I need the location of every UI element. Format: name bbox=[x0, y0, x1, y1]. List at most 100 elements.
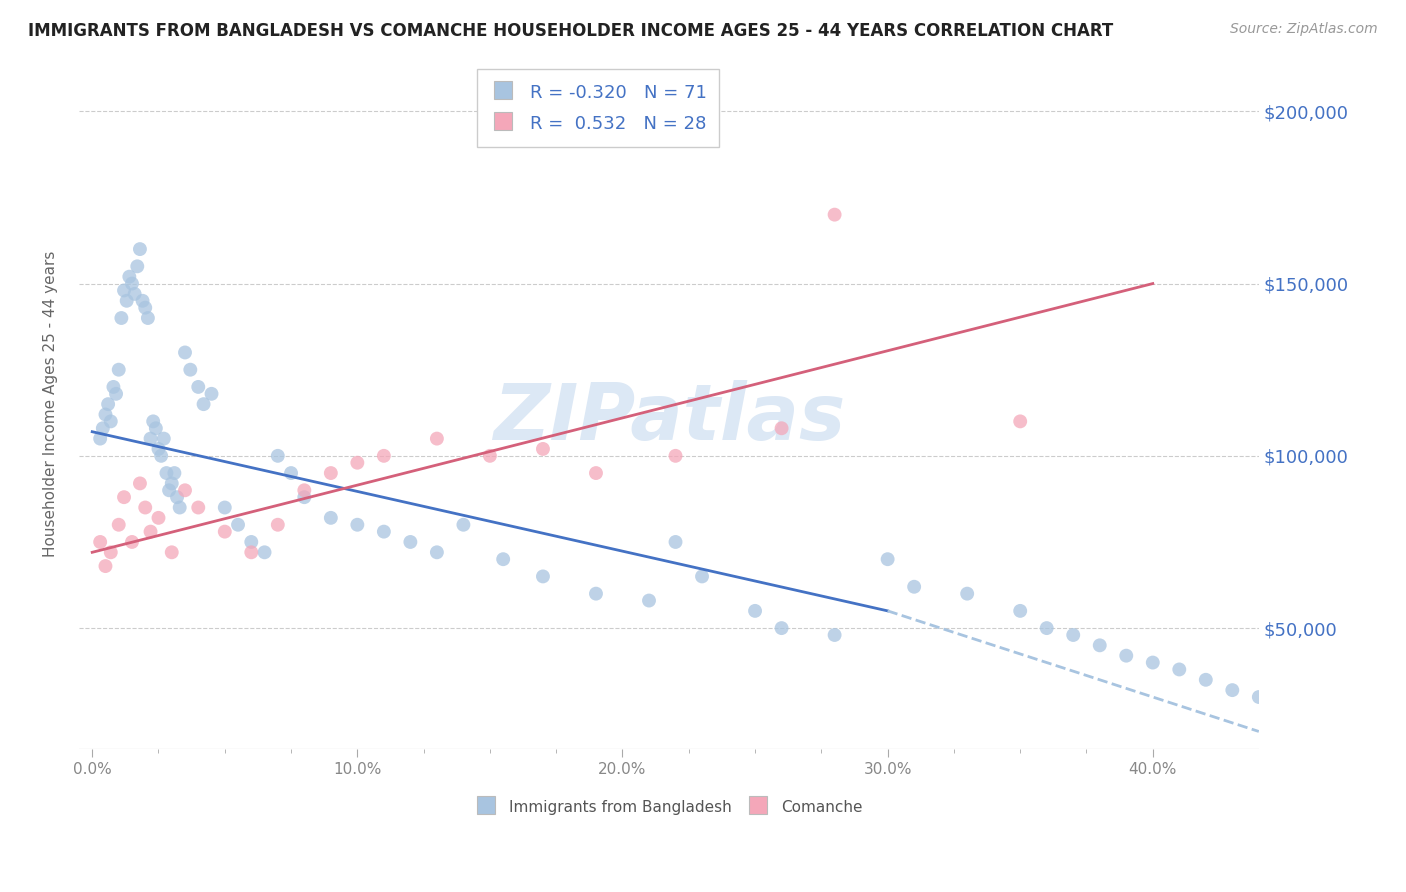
Point bbox=[107, 517, 129, 532]
Point bbox=[148, 442, 170, 456]
Point bbox=[142, 414, 165, 428]
Point bbox=[770, 621, 793, 635]
Point bbox=[903, 580, 925, 594]
Point bbox=[373, 524, 395, 539]
Point bbox=[139, 524, 162, 539]
Point bbox=[664, 449, 686, 463]
Y-axis label: Householder Income Ages 25 - 44 years: Householder Income Ages 25 - 44 years bbox=[44, 251, 58, 558]
Legend: Immigrants from Bangladesh, Comanche: Immigrants from Bangladesh, Comanche bbox=[468, 789, 870, 823]
Point bbox=[145, 421, 167, 435]
Point bbox=[346, 517, 368, 532]
Point bbox=[118, 269, 141, 284]
Point bbox=[1035, 621, 1057, 635]
Point bbox=[115, 293, 138, 308]
Point bbox=[1010, 414, 1032, 428]
Point bbox=[478, 449, 501, 463]
Point bbox=[280, 466, 302, 480]
Point bbox=[121, 277, 143, 291]
Point bbox=[193, 397, 215, 411]
Point bbox=[319, 466, 342, 480]
Point bbox=[292, 483, 315, 498]
Point bbox=[214, 524, 236, 539]
Point bbox=[214, 500, 236, 515]
Point bbox=[240, 535, 263, 549]
Point bbox=[638, 593, 661, 607]
Point bbox=[91, 421, 114, 435]
Point bbox=[1168, 663, 1191, 677]
Point bbox=[127, 260, 149, 274]
Point bbox=[200, 386, 222, 401]
Point bbox=[426, 545, 449, 559]
Point bbox=[1010, 604, 1032, 618]
Point bbox=[110, 311, 132, 326]
Point bbox=[169, 500, 191, 515]
Point bbox=[664, 535, 686, 549]
Point bbox=[1115, 648, 1137, 663]
Point bbox=[426, 432, 449, 446]
Point bbox=[453, 517, 475, 532]
Point bbox=[179, 362, 201, 376]
Point bbox=[1062, 628, 1084, 642]
Point bbox=[531, 442, 554, 456]
Text: IMMIGRANTS FROM BANGLADESH VS COMANCHE HOUSEHOLDER INCOME AGES 25 - 44 YEARS COR: IMMIGRANTS FROM BANGLADESH VS COMANCHE H… bbox=[28, 22, 1114, 40]
Point bbox=[1195, 673, 1218, 687]
Point bbox=[160, 545, 183, 559]
Point bbox=[152, 432, 174, 446]
Text: ZIPatlas: ZIPatlas bbox=[492, 380, 845, 456]
Point bbox=[97, 397, 120, 411]
Point bbox=[824, 208, 846, 222]
Point bbox=[105, 386, 128, 401]
Point bbox=[226, 517, 249, 532]
Point bbox=[956, 587, 979, 601]
Point bbox=[770, 421, 793, 435]
Point bbox=[89, 432, 111, 446]
Point bbox=[163, 466, 186, 480]
Point bbox=[150, 449, 173, 463]
Point bbox=[100, 414, 122, 428]
Point bbox=[346, 456, 368, 470]
Point bbox=[174, 345, 197, 359]
Point bbox=[107, 362, 129, 376]
Point bbox=[253, 545, 276, 559]
Point bbox=[112, 284, 135, 298]
Point bbox=[1142, 656, 1164, 670]
Point bbox=[319, 511, 342, 525]
Point bbox=[160, 476, 183, 491]
Point bbox=[492, 552, 515, 566]
Point bbox=[267, 517, 290, 532]
Point bbox=[267, 449, 290, 463]
Point bbox=[399, 535, 422, 549]
Point bbox=[531, 569, 554, 583]
Point bbox=[103, 380, 125, 394]
Point bbox=[1220, 683, 1243, 698]
Point bbox=[174, 483, 197, 498]
Point bbox=[94, 559, 117, 574]
Point bbox=[690, 569, 713, 583]
Point bbox=[134, 301, 156, 315]
Point bbox=[131, 293, 153, 308]
Point bbox=[824, 628, 846, 642]
Point bbox=[157, 483, 180, 498]
Point bbox=[124, 286, 146, 301]
Point bbox=[139, 432, 162, 446]
Text: Source: ZipAtlas.com: Source: ZipAtlas.com bbox=[1230, 22, 1378, 37]
Point bbox=[155, 466, 177, 480]
Point bbox=[292, 490, 315, 504]
Point bbox=[148, 511, 170, 525]
Point bbox=[1247, 690, 1270, 704]
Point bbox=[94, 408, 117, 422]
Point bbox=[134, 500, 156, 515]
Point bbox=[585, 587, 607, 601]
Point bbox=[240, 545, 263, 559]
Point bbox=[166, 490, 188, 504]
Point bbox=[373, 449, 395, 463]
Point bbox=[187, 500, 209, 515]
Point bbox=[187, 380, 209, 394]
Point bbox=[89, 535, 111, 549]
Point bbox=[744, 604, 766, 618]
Point bbox=[585, 466, 607, 480]
Point bbox=[129, 242, 152, 256]
Point bbox=[100, 545, 122, 559]
Point bbox=[136, 311, 159, 326]
Point bbox=[112, 490, 135, 504]
